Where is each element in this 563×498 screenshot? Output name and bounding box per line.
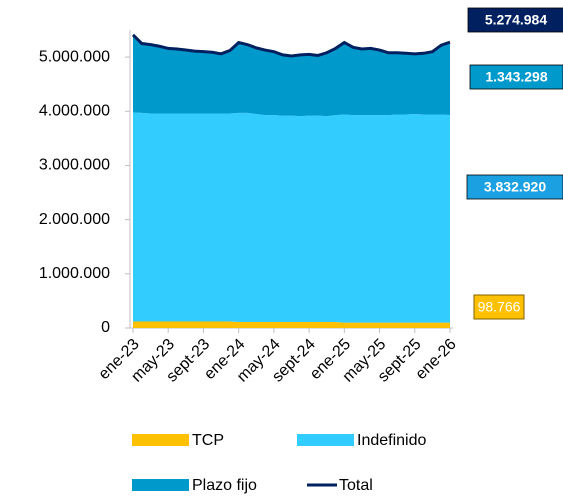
value-label-box <box>467 7 563 33</box>
total-line <box>131 33 451 58</box>
value-label: 98.766 <box>478 299 521 315</box>
area <box>133 321 450 328</box>
value-label: 3.832.920 <box>484 179 546 195</box>
legend-label: Plazo fijo <box>192 477 257 494</box>
legend-label: Total <box>339 477 373 494</box>
y-tick-label: 4.000.000 <box>39 102 110 119</box>
x-tick-label: ene-26 <box>413 336 460 383</box>
legend-swatch <box>132 434 189 446</box>
value-label-box <box>469 64 563 90</box>
value-label-box <box>466 174 563 200</box>
legend-label: Indefinido <box>357 432 426 449</box>
y-tick-label: 0 <box>101 319 110 336</box>
area <box>133 34 450 117</box>
value-label: 1.343.298 <box>485 69 547 85</box>
y-tick-label: 1.000.000 <box>39 265 110 282</box>
y-tick-label: 2.000.000 <box>39 211 110 228</box>
area <box>133 112 450 323</box>
legend-swatch <box>132 479 189 491</box>
legend-label: TCP <box>192 432 224 449</box>
value-label: 5.274.984 <box>485 12 547 28</box>
y-tick-label: 3.000.000 <box>39 157 110 174</box>
value-label-box <box>473 294 525 320</box>
y-tick-label: 5.000.000 <box>39 48 110 65</box>
legend-swatch <box>297 434 354 446</box>
